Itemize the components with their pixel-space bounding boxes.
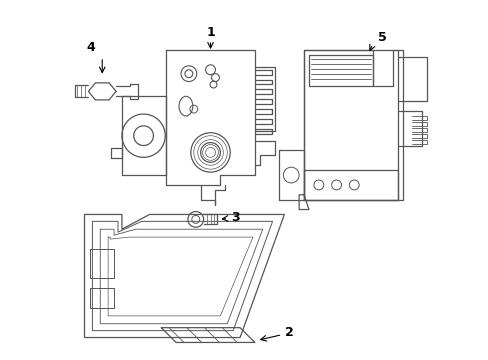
- Text: 3: 3: [230, 211, 239, 224]
- Text: 4: 4: [86, 41, 95, 54]
- Text: 5: 5: [378, 31, 386, 44]
- Text: 1: 1: [206, 26, 214, 39]
- Text: 2: 2: [285, 326, 293, 339]
